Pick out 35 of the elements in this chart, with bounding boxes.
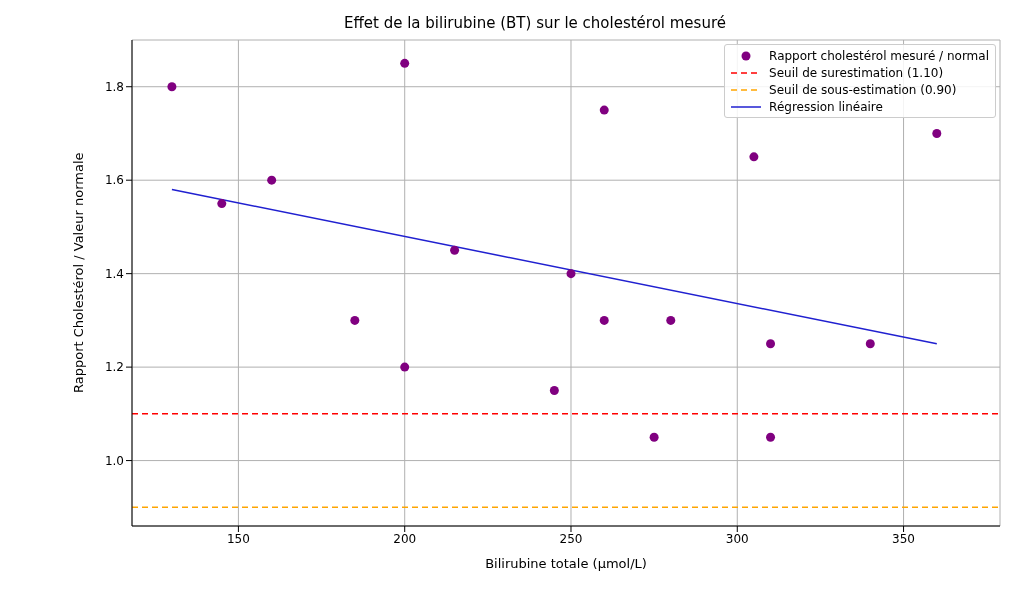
legend-label: Seuil de surestimation (1.10) (769, 65, 944, 80)
x-axis-title: Bilirubine totale (µmol/L) (485, 556, 647, 571)
chart-title: Effet de la bilirubine (BT) sur le cholestérol mesuré (343, 14, 727, 32)
point (566, 269, 576, 279)
y-tick-label: 1.0 (104, 453, 124, 468)
point (666, 315, 676, 325)
legend-label: Régression linéaire (769, 99, 883, 114)
legend-label: Seuil de sous-estimation (0.90) (769, 82, 957, 97)
point (267, 175, 277, 185)
point (400, 58, 410, 68)
point (932, 128, 942, 138)
x-tick-label: 300 (725, 531, 749, 546)
point (217, 199, 227, 209)
point (400, 362, 410, 372)
y-axis-title: Rapport Cholestérol / Valeur normale (70, 152, 86, 393)
y-tick-label: 1.4 (104, 266, 124, 281)
y-tick-label: 1.8 (104, 79, 124, 94)
point (599, 105, 609, 115)
x-tick-label: 350 (892, 531, 916, 546)
point (749, 152, 759, 162)
x-tick-label: 200 (393, 531, 417, 546)
point (865, 339, 875, 349)
x-tick-label: 250 (559, 531, 583, 546)
legend-label: Rapport cholestérol mesuré / normal (769, 48, 989, 63)
point (549, 385, 559, 395)
y-tick-label: 1.6 (104, 173, 124, 188)
point (450, 245, 460, 255)
point (766, 339, 776, 349)
point (350, 315, 360, 325)
point (599, 315, 609, 325)
x-tick-label: 150 (226, 531, 250, 546)
y-tick-label: 1.2 (104, 360, 124, 375)
point (167, 82, 177, 92)
point (766, 432, 776, 442)
point (649, 432, 659, 442)
